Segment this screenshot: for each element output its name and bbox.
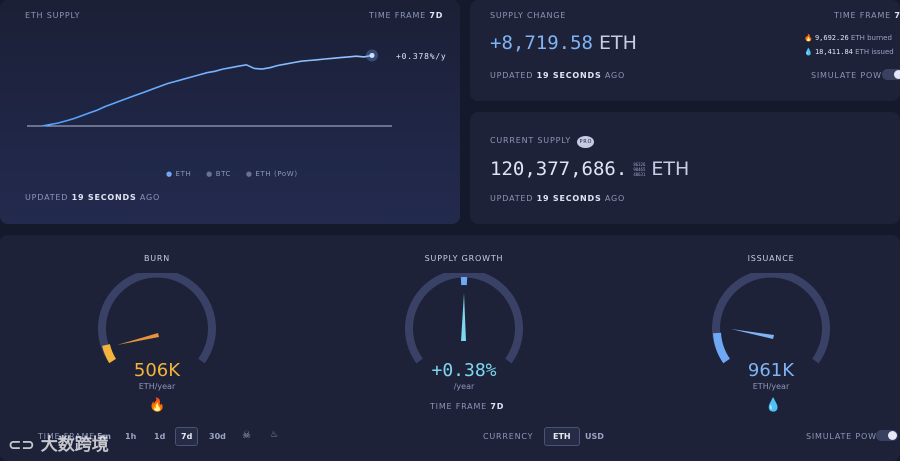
supply-growth-title: SUPPLY GROWTH <box>424 254 504 263</box>
timeframe-1d-button[interactable]: 1d <box>154 432 166 441</box>
legend-eth-pow[interactable]: ● ETH (PoW) <box>245 170 298 178</box>
issued-row: 💧 18,411.84 ETH issued <box>804 48 894 56</box>
issuance-gauge-needle <box>731 329 774 339</box>
current-supply-card: CURRENT SUPPLY PRO 120,377,686. 86326 904… <box>470 112 900 224</box>
supply-growth-value: +0.38% <box>431 360 497 381</box>
issuance-gauge <box>712 273 830 364</box>
footer-simulate-pow-toggle[interactable] <box>876 430 898 441</box>
issuance-unit: ETH/year <box>752 382 790 391</box>
supply-line-chart <box>27 49 392 127</box>
footer-simulate-pow-label: SIMULATE PoW <box>806 432 877 441</box>
eth-supply-card: ETH SUPPLY TIME FRAME 7d +0.378%/y ● ETH… <box>0 0 460 224</box>
burned-row: 🔥 9,692.26 ETH burned <box>804 34 892 42</box>
droplet-icon: 💧 <box>804 48 813 56</box>
supply-rate: +0.378%/y <box>396 52 447 61</box>
gauges-card: BURN 506K ETH/year 🔥 SUPPLY GROWTH +0.38… <box>0 235 900 461</box>
supply-change-title: SUPPLY CHANGE <box>490 11 567 20</box>
current-supply-value: 120,377,686. 86326 90465 48631 ETH <box>490 158 690 180</box>
currency-usd-button[interactable]: USD <box>585 432 604 441</box>
burn-value: 506K <box>133 360 181 381</box>
supply-growth-gauge <box>405 273 523 364</box>
pro-badge: PRO <box>577 136 595 148</box>
simulate-pow-toggle[interactable] <box>882 69 900 80</box>
droplet-icon: 💧 <box>765 398 782 413</box>
growth-gauge-needle <box>461 293 466 341</box>
burn-gauge-needle <box>117 333 159 345</box>
burn-gauge <box>98 273 216 364</box>
growth-timeframe: TIME FRAME 7d <box>430 402 505 411</box>
fire-icon: 🔥 <box>804 34 813 42</box>
supply-growth-unit: /year <box>453 382 475 391</box>
burn-unit: ETH/year <box>138 382 176 391</box>
supply-updated: UPDATED 19 SECONDS AGO <box>25 193 161 202</box>
timeframe-7d-button[interactable]: 7d <box>175 427 199 446</box>
supply-change-value: +8,719.58 ETH <box>490 32 637 54</box>
fire-icon: 🔥 <box>149 398 166 413</box>
eth-series-line <box>41 54 373 127</box>
footer-timeframe-label: TIME FRAME <box>38 432 96 441</box>
current-supply-updated: UPDATED 19 SECONDS AGO <box>490 194 626 203</box>
watermark: ⊂⊃ 大数跨境 <box>8 435 109 455</box>
timeframe-1h-button[interactable]: 1h <box>125 432 137 441</box>
simulate-pow-label: SIMULATE PoW <box>811 71 882 80</box>
skull-icon[interactable]: ☠ <box>242 430 251 441</box>
issuance-gauge-track <box>712 273 830 364</box>
growth-gauge-track <box>405 273 523 364</box>
timeframe-5m-button[interactable]: 5m <box>97 432 111 441</box>
burn-gauge-fill <box>102 343 117 364</box>
issuance-gauge-fill <box>713 332 730 364</box>
supply-change-card: SUPPLY CHANGE TIME FRAME 7d +8,719.58 ET… <box>470 0 900 101</box>
issuance-value: 961K <box>747 360 795 381</box>
current-point <box>369 52 375 58</box>
legend-eth[interactable]: ● ETH <box>166 170 192 178</box>
eth-supply-title: ETH SUPPLY <box>25 11 81 20</box>
current-supply-title: CURRENT SUPPLY PRO <box>490 136 595 148</box>
supply-change-timeframe: TIME FRAME 7d <box>834 11 900 20</box>
supply-decimals: 86326 90465 48631 <box>633 162 646 177</box>
timeframe-30d-button[interactable]: 30d <box>209 432 226 441</box>
currency-label: CURRENCY <box>483 432 534 441</box>
supply-change-updated: UPDATED 19 SECONDS AGO <box>490 71 626 80</box>
burn-title: BURN <box>143 254 171 263</box>
watermark-logo-icon: ⊂⊃ <box>8 435 35 454</box>
burn-gauge-track <box>98 273 216 364</box>
currency-eth-button[interactable]: ETH <box>544 427 580 446</box>
fire-icon[interactable]: ♨ <box>270 430 279 440</box>
legend-btc[interactable]: ● BTC <box>206 170 232 178</box>
issuance-title: ISSUANCE <box>747 254 795 263</box>
chart-legend: ● ETH ● BTC ● ETH (PoW) <box>166 170 298 178</box>
timeframe-indicator: TIME FRAME 7d <box>369 11 444 20</box>
